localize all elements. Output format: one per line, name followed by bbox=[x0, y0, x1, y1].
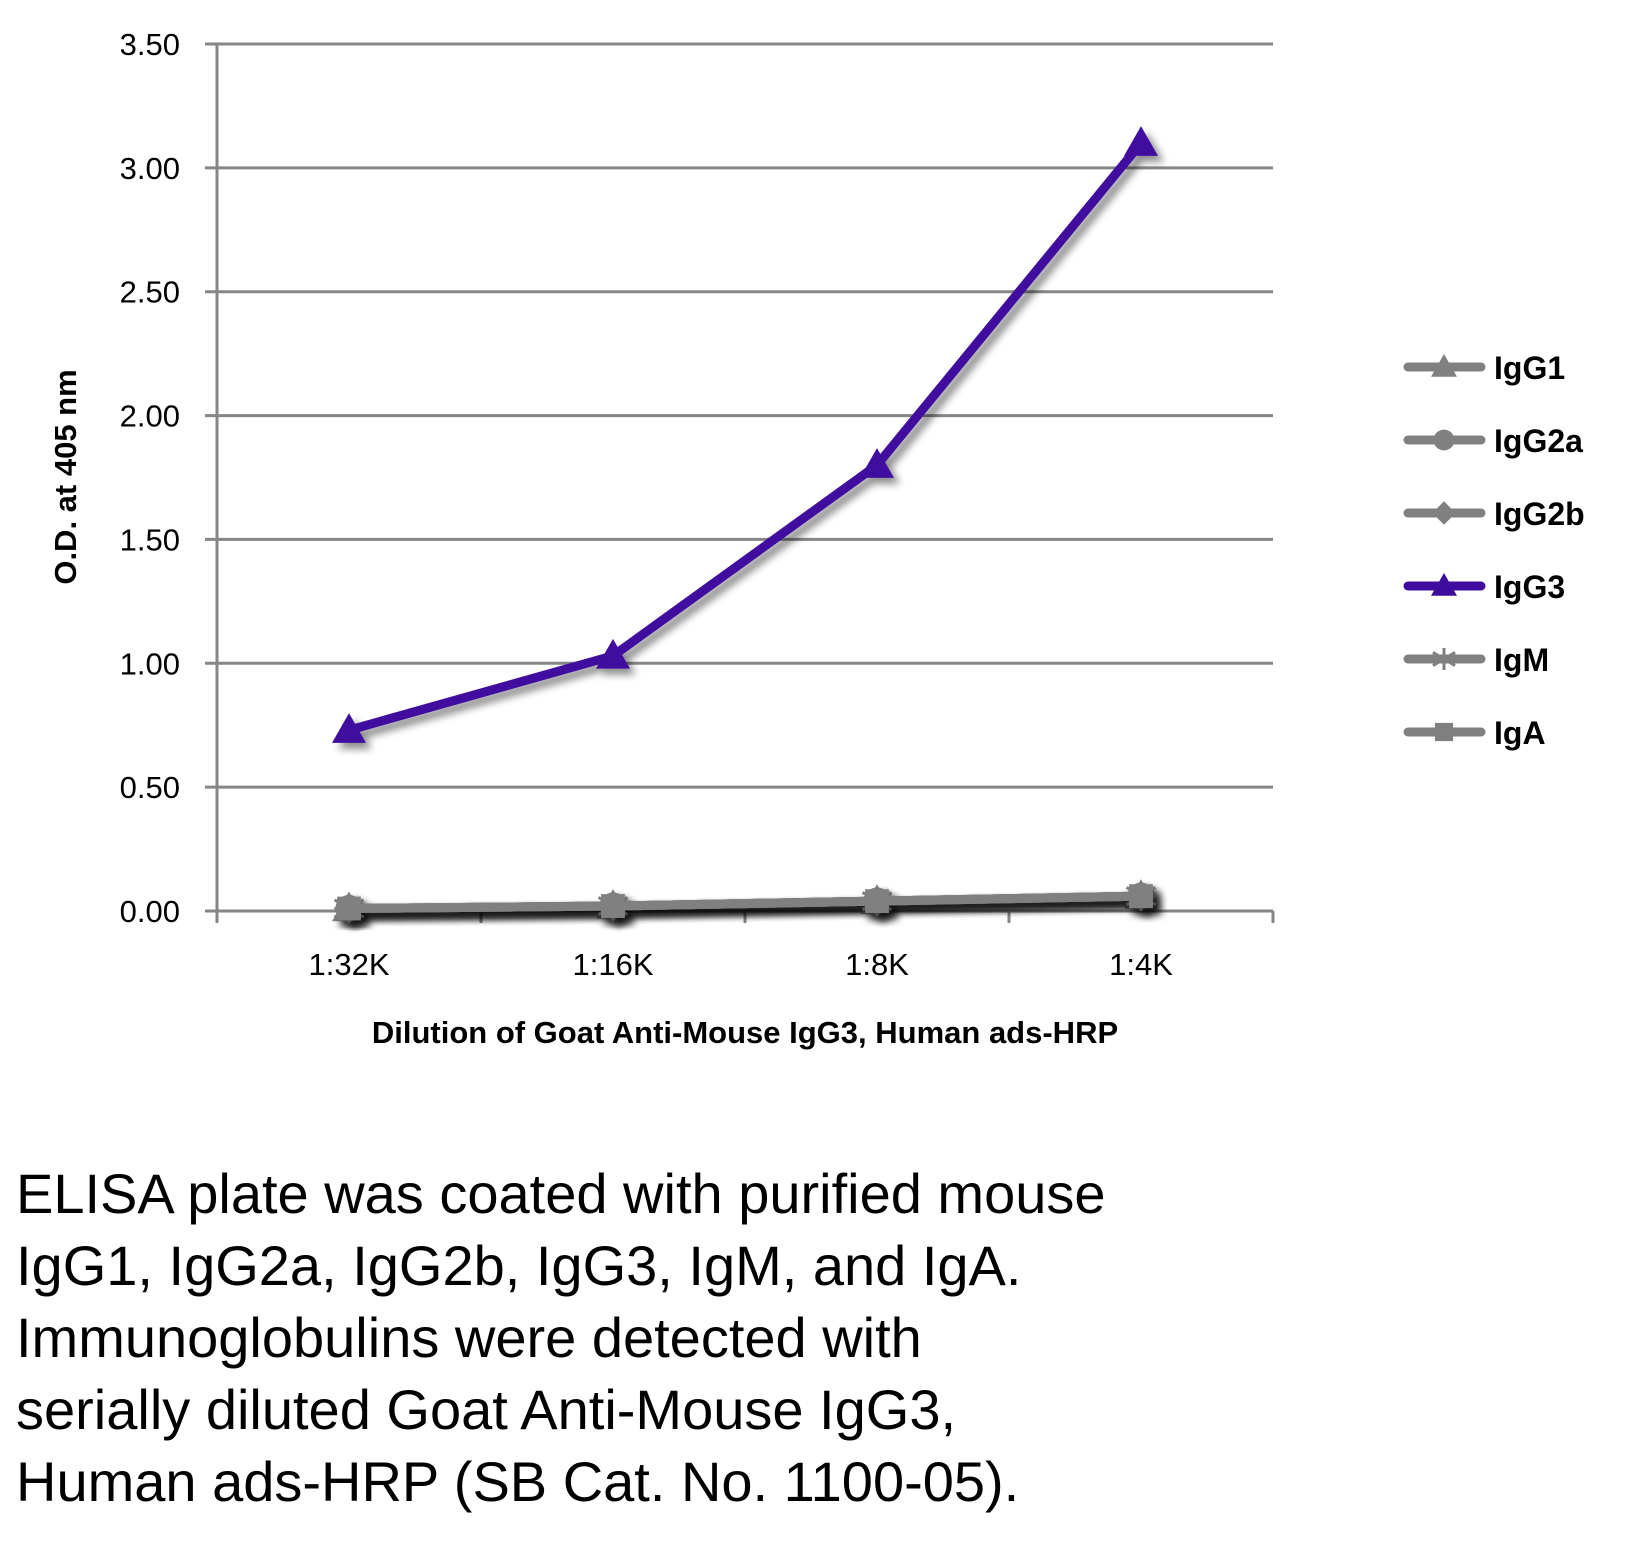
triangle-marker bbox=[596, 638, 630, 669]
circle-marker bbox=[1433, 429, 1455, 451]
caption-line: Human ads-HRP (SB Cat. No. 1100-05). bbox=[16, 1450, 1020, 1513]
caption-line: Immunoglobulins were detected with bbox=[16, 1306, 922, 1369]
legend-item: IgG2b bbox=[1403, 496, 1585, 532]
y-tick-label: 0.50 bbox=[120, 770, 180, 805]
y-tick-label: 1.00 bbox=[120, 646, 180, 681]
legend-item: IgG1 bbox=[1403, 350, 1565, 386]
x-tick-label: 1:16K bbox=[572, 947, 653, 982]
y-tick-label: 3.00 bbox=[120, 151, 180, 186]
series-IgG3 bbox=[332, 126, 1158, 743]
triangle-marker bbox=[1431, 354, 1457, 377]
figure-caption: ELISA plate was coated with purified mou… bbox=[16, 1158, 1416, 1518]
triangle-marker bbox=[1124, 126, 1158, 156]
y-tick-label: 2.50 bbox=[120, 275, 180, 310]
legend-label: IgG2a bbox=[1494, 423, 1583, 459]
x-tick-labels: 1:32K 1:16K 1:8K 1:4K bbox=[308, 947, 1173, 982]
legend-item: IgA bbox=[1403, 715, 1546, 751]
legend-label: IgG3 bbox=[1494, 569, 1565, 605]
triangle-marker bbox=[860, 448, 894, 478]
legend: IgG1 IgG2a IgG2b IgG3 IgM IgA bbox=[1403, 350, 1585, 751]
y-tick-label: 0.00 bbox=[120, 894, 180, 929]
x-axis-title: Dilution of Goat Anti-Mouse IgG3, Human … bbox=[372, 1015, 1118, 1050]
gridlines bbox=[205, 42, 1273, 913]
y-tick-label: 3.50 bbox=[120, 27, 180, 62]
square-marker bbox=[1434, 722, 1454, 742]
legend-label: IgA bbox=[1494, 715, 1546, 751]
caption-line: IgG1, IgG2a, IgG2b, IgG3, IgM, and IgA. bbox=[16, 1234, 1022, 1297]
caption-line: serially diluted Goat Anti-Mouse IgG3, bbox=[16, 1378, 957, 1441]
triangle-marker bbox=[332, 713, 366, 743]
square-marker bbox=[337, 896, 361, 921]
legend-item: IgG2a bbox=[1403, 423, 1583, 459]
square-marker bbox=[865, 889, 889, 913]
x-axis bbox=[215, 44, 1275, 923]
square-marker bbox=[601, 894, 625, 918]
y-axis-title: O.D. at 405 nm bbox=[48, 369, 83, 584]
y-tick-label: 2.00 bbox=[120, 399, 180, 434]
series-group bbox=[332, 126, 1158, 924]
y-tick-labels: 0.00 0.50 1.00 1.50 2.00 2.50 3.00 3.50 bbox=[120, 27, 180, 929]
diamond-marker bbox=[1432, 501, 1456, 525]
series-line bbox=[347, 140, 1145, 735]
x-tick-label: 1:32K bbox=[308, 947, 389, 982]
legend-item: IgM bbox=[1403, 642, 1549, 678]
triangle-marker bbox=[1431, 573, 1457, 596]
legend-label: IgM bbox=[1494, 642, 1549, 678]
asterisk-marker bbox=[1432, 647, 1456, 671]
y-tick-label: 1.50 bbox=[120, 522, 180, 557]
square-marker bbox=[1129, 884, 1153, 909]
x-tick-label: 1:8K bbox=[845, 947, 909, 982]
x-tick-label: 1:4K bbox=[1109, 947, 1173, 982]
legend-item: IgG3 bbox=[1403, 569, 1565, 605]
legend-label: IgG1 bbox=[1494, 350, 1565, 386]
legend-label: IgG2b bbox=[1494, 496, 1585, 532]
series-line bbox=[348, 891, 1142, 914]
caption-line: ELISA plate was coated with purified mou… bbox=[16, 1162, 1106, 1225]
series-IgA bbox=[337, 884, 1153, 921]
elisa-line-chart: 0.000.501.001.502.002.503.003.50 1:32K 1:… bbox=[48, 27, 1585, 1050]
asterisk-stroke bbox=[1432, 651, 1456, 667]
